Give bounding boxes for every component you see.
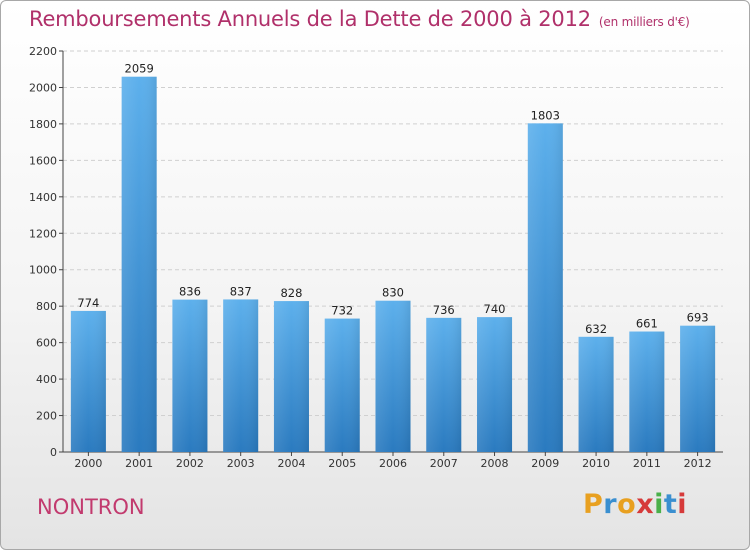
bar-shade (121, 76, 157, 453)
y-tick-label: 200 (36, 410, 57, 423)
bar-shade (273, 301, 309, 452)
logo-letter: t (663, 489, 678, 520)
x-tick-label-2009: 2009 (531, 457, 559, 470)
chart-unit: (en milliers d'€) (598, 15, 690, 29)
value-label-2010: 632 (585, 322, 607, 336)
x-tick-label-2003: 2003 (227, 457, 255, 470)
bar-shade (375, 300, 411, 452)
value-label-2008: 740 (484, 302, 506, 316)
value-label-2001: 2059 (125, 62, 154, 76)
value-label-2007: 736 (433, 303, 455, 317)
y-tick-label: 600 (36, 337, 57, 350)
logo-letter: i (677, 489, 688, 520)
bar-shade (223, 299, 259, 452)
x-tick-label-2000: 2000 (74, 457, 102, 470)
y-tick-label: 800 (36, 300, 57, 313)
value-label-2000: 774 (77, 296, 99, 310)
logo-letter: o (617, 489, 637, 520)
bar-shade (426, 317, 462, 452)
y-tick-label: 1600 (29, 154, 57, 167)
x-tick-label-2005: 2005 (328, 457, 356, 470)
chart-title-text: Remboursements Annuels de la Dette de 20… (29, 7, 591, 31)
proxiti-logo: Proxiti (583, 489, 687, 520)
x-tick-label-2006: 2006 (379, 457, 407, 470)
logo-letter: x (636, 489, 655, 520)
value-label-2011: 661 (636, 317, 658, 331)
x-tick-label-2011: 2011 (633, 457, 661, 470)
x-tick-label-2007: 2007 (430, 457, 458, 470)
bar-shade (629, 331, 665, 452)
bar-shade (70, 310, 106, 452)
value-label-2003: 837 (230, 284, 252, 298)
value-label-2005: 732 (331, 304, 353, 318)
x-tick-label-2004: 2004 (277, 457, 305, 470)
bar-shade (527, 123, 563, 452)
value-label-2012: 693 (687, 311, 709, 325)
x-tick-label-2008: 2008 (481, 457, 509, 470)
value-label-2004: 828 (280, 286, 302, 300)
chart-title: Remboursements Annuels de la Dette de 20… (29, 7, 690, 31)
bar-shade (477, 317, 513, 452)
x-tick-label-2012: 2012 (684, 457, 712, 470)
value-label-2006: 830 (382, 286, 404, 300)
commune-name: NONTRON (37, 495, 145, 519)
x-tick-label-2002: 2002 (176, 457, 204, 470)
bar-shade (680, 325, 716, 452)
logo-letter: r (603, 489, 618, 520)
y-tick-label: 2200 (29, 45, 57, 58)
y-tick-label: 400 (36, 373, 57, 386)
bar-shade (172, 299, 208, 452)
x-tick-label-2001: 2001 (125, 457, 153, 470)
logo-letter: P (583, 489, 604, 520)
y-tick-label: 0 (50, 446, 57, 459)
y-tick-label: 1200 (29, 227, 57, 240)
y-tick-label: 2000 (29, 81, 57, 94)
logo-letter: i (654, 489, 664, 520)
value-label-2002: 836 (179, 285, 201, 299)
value-label-2009: 1803 (531, 108, 560, 122)
y-tick-label: 1000 (29, 264, 57, 277)
x-tick-label-2010: 2010 (582, 457, 610, 470)
y-tick-label: 1800 (29, 118, 57, 131)
bar-shade (324, 318, 360, 452)
bar-shade (578, 336, 614, 452)
y-tick-label: 1400 (29, 191, 57, 204)
